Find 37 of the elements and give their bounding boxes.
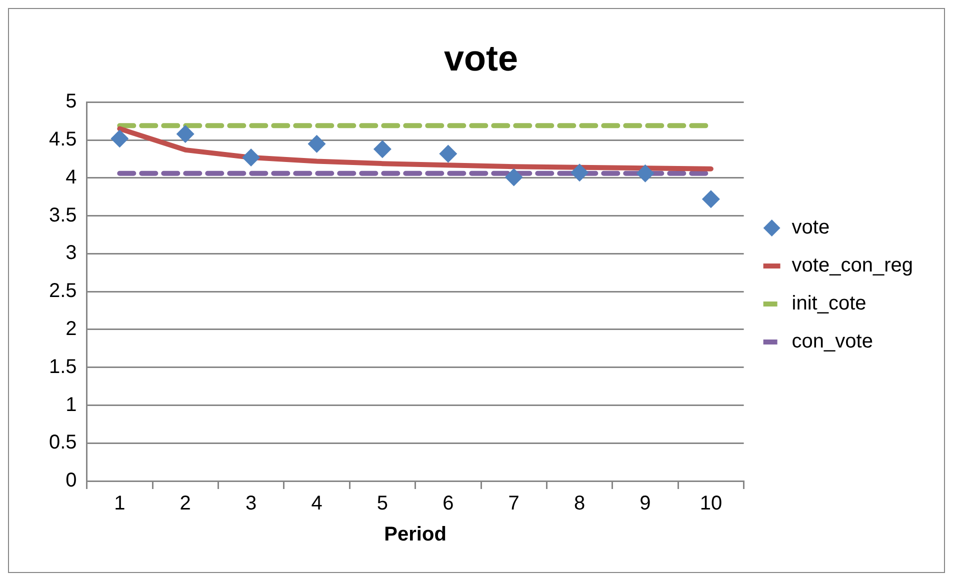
legend-label: vote [792, 216, 830, 239]
point [308, 134, 326, 153]
x-tick-label: 6 [442, 492, 454, 515]
x-tick-label: 7 [508, 492, 520, 515]
x-tick-label: 9 [640, 492, 651, 515]
legend-label: vote_con_reg [792, 254, 913, 277]
y-tick-label: 4 [66, 166, 77, 188]
x-axis-title: Period [384, 524, 446, 546]
x-tick-label: 8 [574, 492, 586, 515]
x-tick-label: 1 [114, 492, 126, 515]
y-tick-label: 0.5 [48, 432, 77, 454]
x-tick-label: 5 [376, 492, 388, 515]
y-tick-label: 1.5 [48, 356, 77, 378]
x-tick-label: 2 [180, 492, 191, 515]
y-tick-label: 2 [66, 318, 77, 340]
y-tick-label: 3 [66, 242, 77, 264]
legend-label: con_vote [792, 330, 873, 353]
y-tick-label: 0 [66, 470, 77, 492]
point [504, 168, 523, 186]
point [110, 130, 129, 148]
point [636, 164, 654, 182]
legend-label: init_cote [792, 292, 866, 315]
y-tick-label: 3.5 [48, 204, 77, 226]
point [176, 125, 194, 144]
point [570, 164, 589, 182]
y-tick-label: 5 [66, 90, 77, 113]
chart-title: vote [444, 38, 518, 79]
point [373, 140, 392, 158]
point [439, 144, 458, 163]
point [242, 148, 260, 167]
y-tick-label: 1 [66, 394, 77, 416]
point [702, 190, 720, 208]
x-tick-label: 3 [245, 492, 257, 515]
x-tick-label: 4 [311, 492, 322, 515]
y-tick-label: 4.5 [48, 128, 77, 151]
y-tick-label: 2.5 [48, 280, 77, 302]
x-tick-label: 10 [700, 492, 722, 515]
